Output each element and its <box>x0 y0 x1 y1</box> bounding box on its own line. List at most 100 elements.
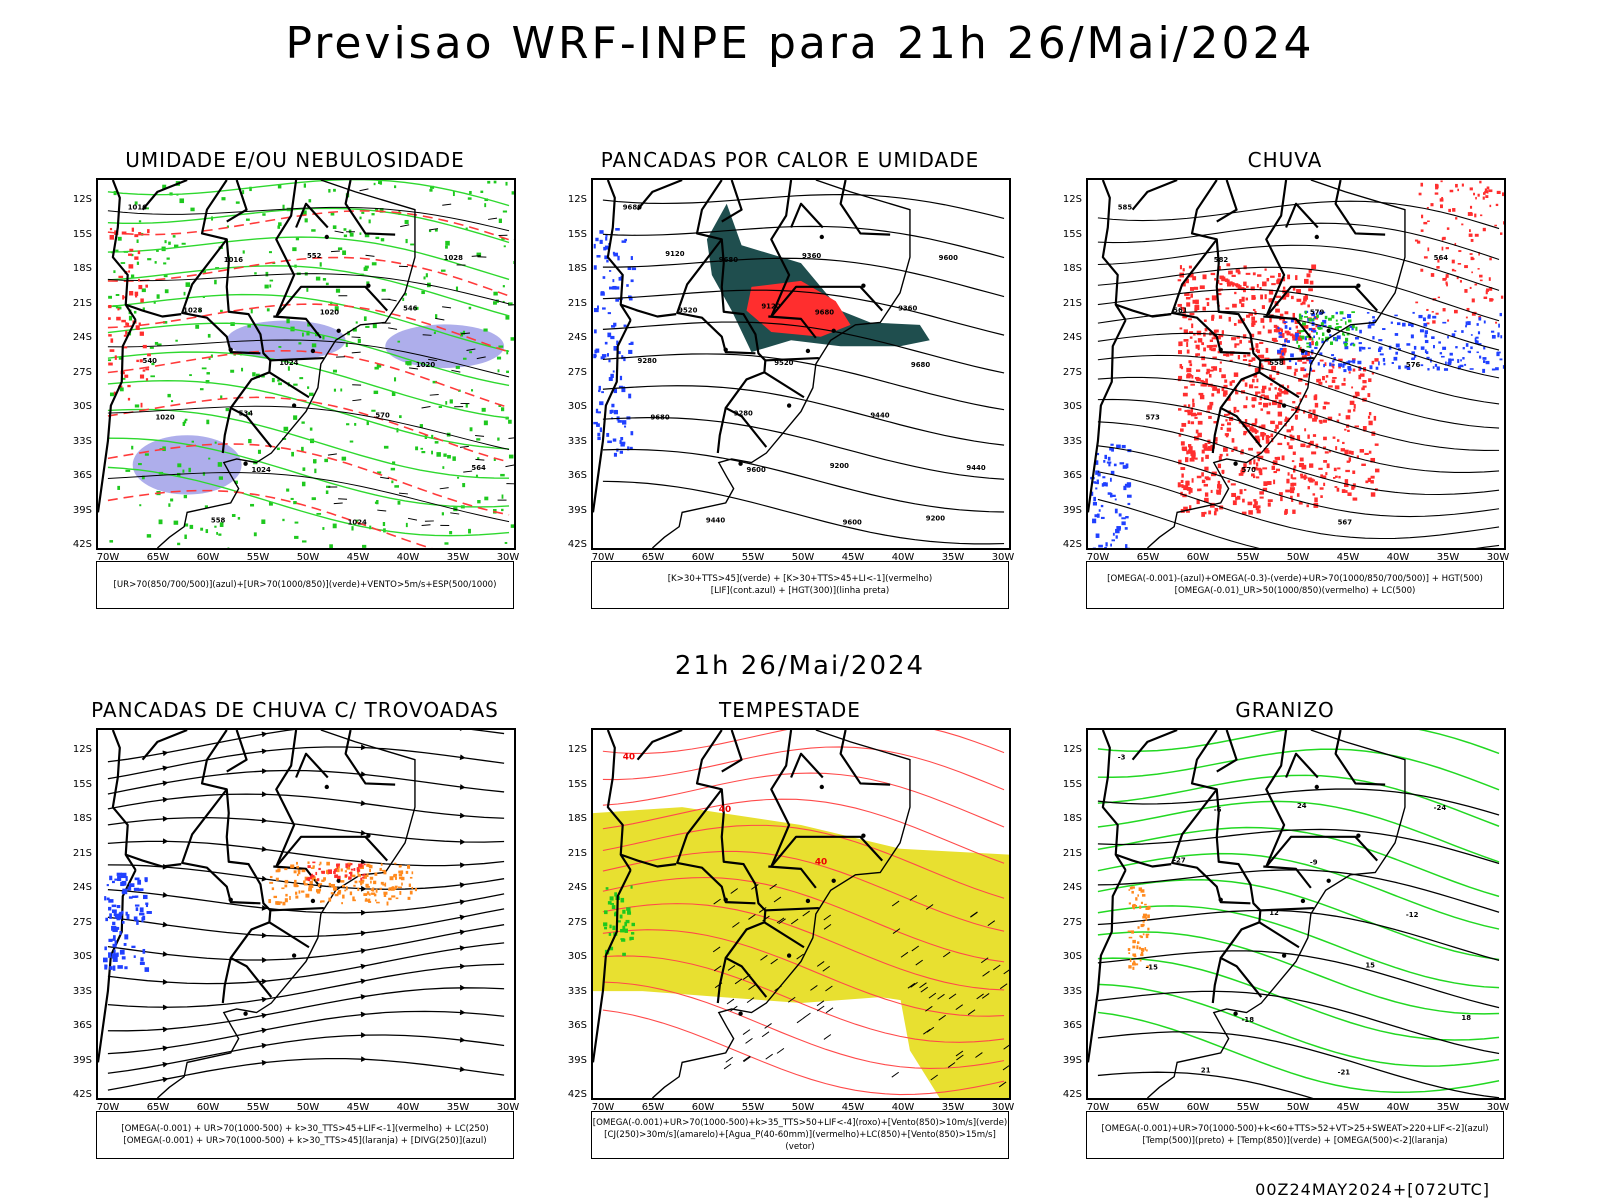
rain-speck <box>1374 358 1379 362</box>
thickness-speck <box>128 270 131 273</box>
humidity-speck <box>362 544 367 548</box>
state-border <box>770 180 793 317</box>
flow-arrow <box>459 1009 466 1016</box>
rain-speck <box>1236 409 1240 413</box>
thickness-speck <box>108 334 112 337</box>
lon-tick-label: 50W <box>296 1102 320 1113</box>
wind-speck <box>612 925 616 931</box>
contour-label: 576 <box>1406 361 1421 369</box>
rain-speck <box>1334 486 1338 488</box>
humidity-speck <box>168 503 171 507</box>
rain-speck <box>1180 341 1183 347</box>
rain-speck <box>1180 441 1185 446</box>
wind-vector <box>730 1005 738 1012</box>
humidity-speck <box>203 270 207 274</box>
contour-label: 1024 <box>279 359 298 367</box>
state-border <box>1088 319 1127 513</box>
wind-vector <box>471 255 481 257</box>
lif-contour-speck <box>593 308 599 313</box>
divergence-speck <box>119 911 122 915</box>
contour-label: 564 <box>1434 254 1449 262</box>
omega-speck <box>1447 362 1452 366</box>
rain-speck <box>1262 487 1268 492</box>
omega-speck <box>1321 340 1325 344</box>
rain-speck <box>1328 369 1334 374</box>
humidity-speck <box>250 308 253 314</box>
hail-speck <box>1128 952 1131 955</box>
thunder-speck <box>271 887 275 891</box>
thunder-speck <box>298 890 301 894</box>
thunder-speck <box>284 879 289 884</box>
wind-vector <box>982 970 990 977</box>
omega-speck <box>1462 357 1465 360</box>
humidity-speck <box>311 229 316 232</box>
rain-speck <box>1467 212 1472 216</box>
wind-vector <box>726 998 735 1005</box>
lif-contour-speck <box>603 246 607 251</box>
contour-label: 9440 <box>870 411 889 419</box>
rain-speck <box>1217 279 1220 284</box>
state-border <box>226 730 248 773</box>
state-border <box>636 180 683 211</box>
rain-speck <box>1374 468 1380 473</box>
flow-arrow <box>459 963 466 970</box>
rain-speck <box>1435 186 1439 190</box>
humidity-speck <box>200 527 204 531</box>
omega-speck <box>1395 343 1400 348</box>
omega-speck <box>1314 346 1318 350</box>
omega-strong-speck <box>1316 314 1319 318</box>
rain-speck <box>1204 492 1209 497</box>
thunder-speck <box>294 879 297 884</box>
rain-speck <box>1199 394 1205 400</box>
rain-speck <box>1183 404 1187 408</box>
omega-strong-speck <box>1318 337 1321 340</box>
flow-arrow <box>261 932 268 939</box>
rain-speck <box>1253 504 1257 508</box>
legend-line: [OMEGA(-0.01)_UR>50(1000/850)(vermelho) … <box>1174 586 1416 596</box>
rain-speck <box>1260 318 1265 323</box>
humidity-speck <box>177 463 182 468</box>
contour-line <box>1097 1031 1500 1098</box>
omega-speck <box>1126 485 1131 488</box>
divergence-speck <box>121 910 124 914</box>
rain-speck <box>1225 307 1230 310</box>
rain-speck <box>1275 424 1279 429</box>
omega-speck <box>1442 321 1447 324</box>
rain-speck <box>1311 299 1314 303</box>
omega-strong-speck <box>1328 325 1332 328</box>
omega-strong-speck <box>1304 310 1307 315</box>
rain-speck <box>1351 386 1354 389</box>
flow-arrow <box>459 812 466 819</box>
humidity-speck <box>330 301 333 306</box>
wind-vector <box>422 334 432 336</box>
omega-speck <box>1286 340 1290 343</box>
thunder-strong-speck <box>353 867 356 871</box>
rain-speck <box>1244 419 1248 423</box>
rain-speck <box>1278 272 1281 278</box>
humidity-speck <box>475 474 478 478</box>
rain-speck <box>1204 511 1207 515</box>
city-marker <box>1281 403 1287 408</box>
rain-speck <box>1426 206 1429 209</box>
wind-speck <box>625 919 630 924</box>
omega-strong-speck <box>1325 336 1329 341</box>
omega-speck <box>1412 311 1415 314</box>
lat-tick-label: 24S <box>567 882 587 893</box>
wind-vector <box>776 917 785 924</box>
omega-speck <box>1279 347 1283 350</box>
forecast-time-label: 21h 26/Mai/2024 <box>674 651 926 681</box>
lat-tick-label: 24S <box>1062 882 1082 893</box>
city-marker <box>1233 1011 1238 1016</box>
omega-speck <box>1100 504 1104 508</box>
state-border <box>1131 730 1178 761</box>
rain-speck <box>1251 422 1257 427</box>
rain-speck <box>1235 284 1241 288</box>
wind-speck <box>621 938 626 942</box>
rain-speck <box>1215 335 1221 340</box>
rain-speck <box>1318 419 1323 423</box>
humidity-speck <box>185 282 191 287</box>
humidity-speck <box>405 238 408 244</box>
divergence-speck <box>119 931 122 935</box>
lat-tick-label: 15S <box>72 228 92 240</box>
wind-vector <box>450 512 460 515</box>
